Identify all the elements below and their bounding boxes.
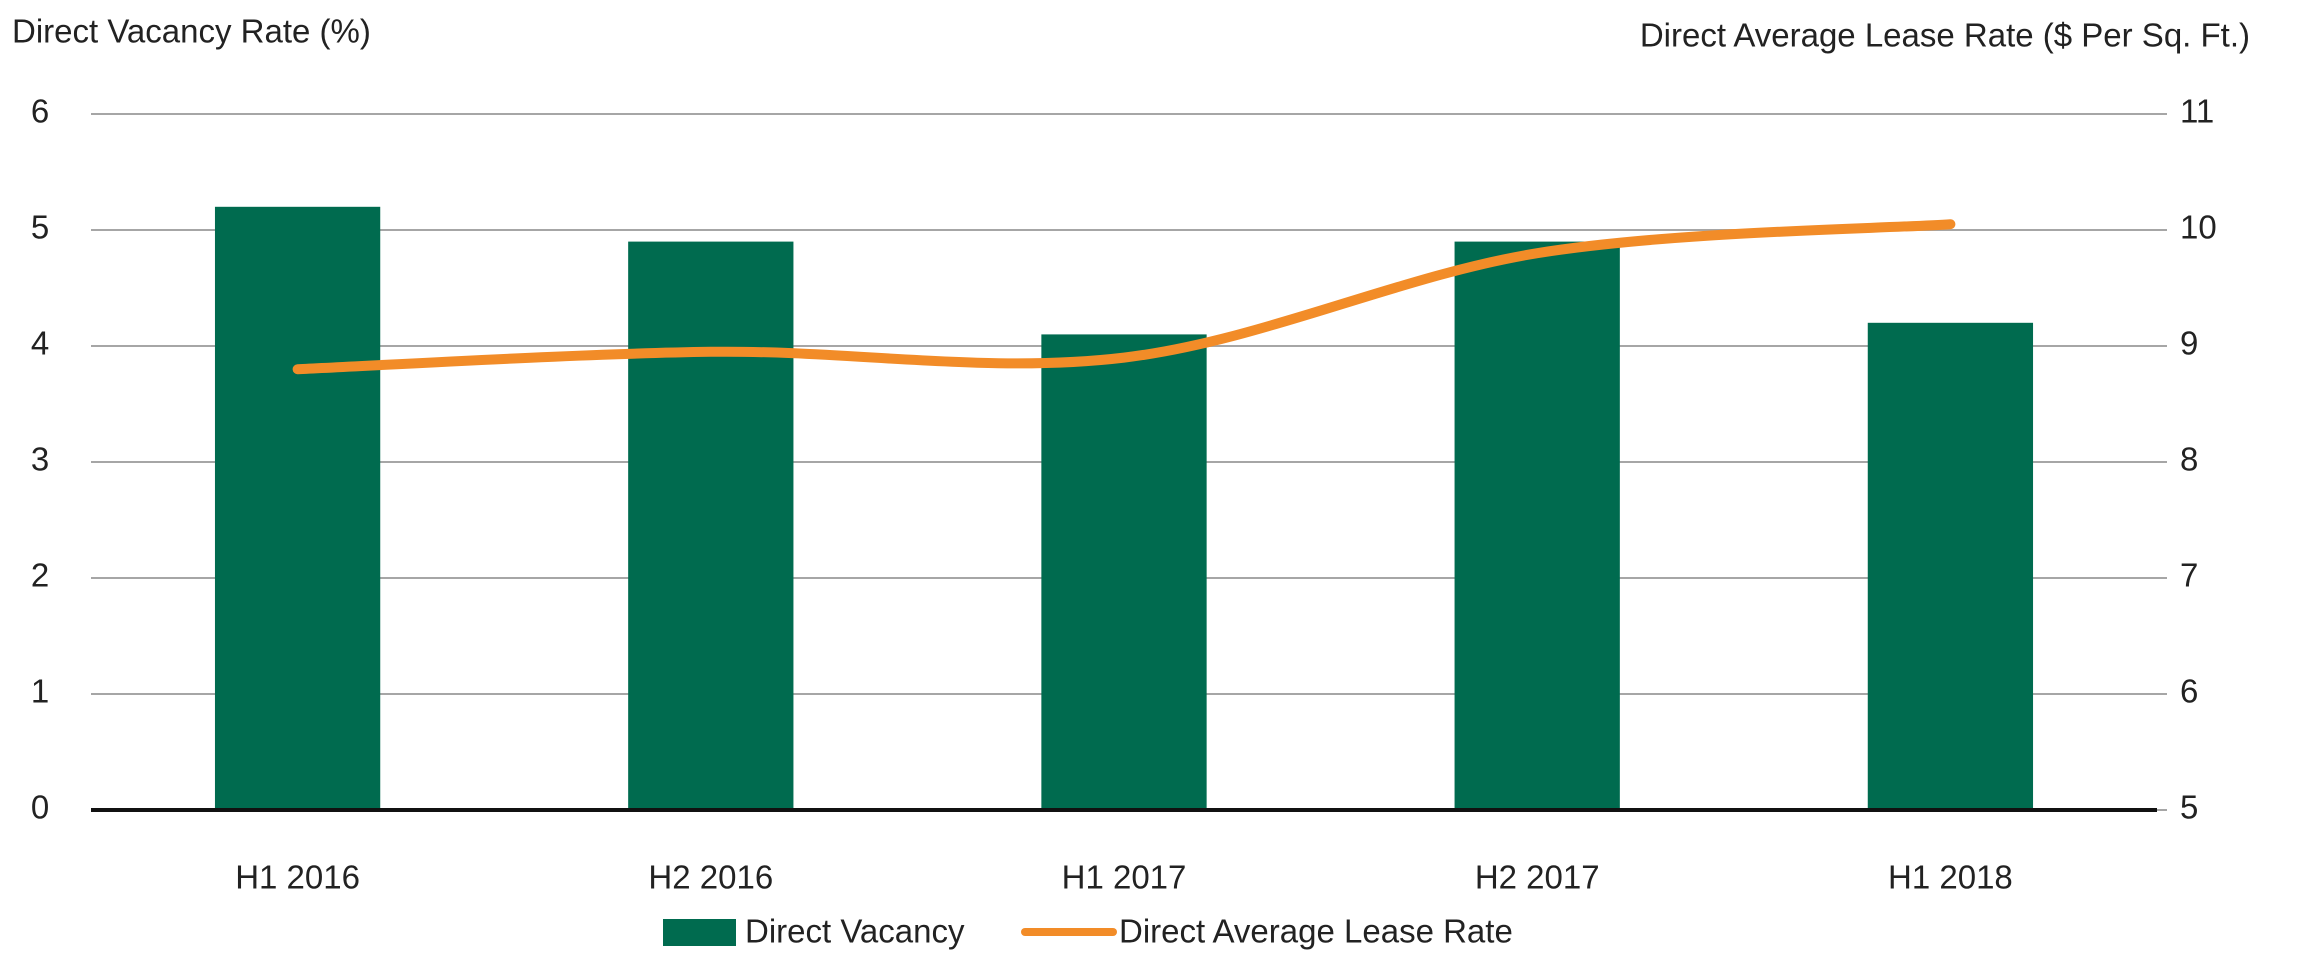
y2-axis-label: Direct Average Lease Rate ($ Per Sq. Ft.… (1640, 17, 2250, 54)
y2-tick-label: 8 (2180, 441, 2198, 478)
x-tick-label: H1 2018 (1888, 859, 2013, 896)
x-tick-label: H1 2017 (1062, 859, 1187, 896)
bar (628, 241, 794, 811)
bar (1041, 334, 1207, 810)
y-axis-label: Direct Vacancy Rate (%) (12, 13, 371, 50)
y-tick-label: 0 (31, 789, 49, 826)
y-tick-label: 5 (31, 209, 49, 246)
bar (214, 206, 381, 811)
legend-swatch (663, 919, 736, 946)
line (292, 219, 1956, 375)
x-tick-label: H1 2016 (235, 859, 360, 896)
y2-tick-label: 11 (2180, 93, 2214, 130)
y-tick-label: 6 (31, 93, 49, 130)
y-tick-label: 1 (31, 673, 49, 710)
y2-tick-label: 10 (2180, 209, 2217, 246)
bar (1454, 241, 1620, 811)
y-tick-label: 3 (31, 441, 49, 478)
y2-tick-label: 5 (2180, 789, 2198, 826)
legend-label: Direct Vacancy (745, 913, 965, 950)
bar (1867, 322, 2034, 810)
legend-label: Direct Average Lease Rate (1119, 913, 1513, 950)
x-tick-label: H2 2016 (648, 859, 773, 896)
y-tick-label: 4 (31, 325, 49, 362)
y2-tick-label: 7 (2180, 557, 2198, 594)
x-tick-label: H2 2017 (1475, 859, 1600, 896)
y2-tick-label: 9 (2180, 325, 2198, 362)
y2-tick-label: 6 (2180, 673, 2198, 710)
y-tick-label: 2 (31, 557, 49, 594)
